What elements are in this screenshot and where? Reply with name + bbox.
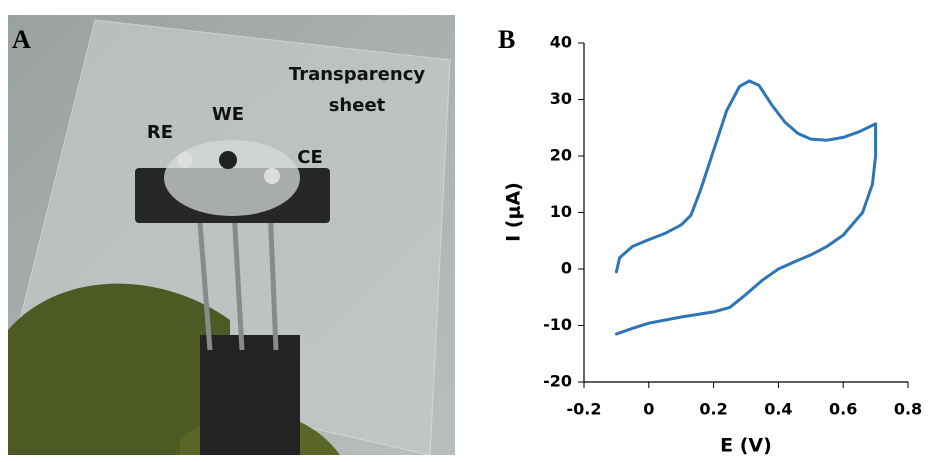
electrode-label: WE — [212, 104, 244, 125]
x-tick-label: 0.8 — [894, 400, 922, 419]
y-tick-label: -10 — [543, 315, 572, 334]
x-tick-label: 0.4 — [764, 400, 792, 419]
electrode-label: RE — [147, 122, 173, 143]
x-tick-label: 0.6 — [829, 400, 857, 419]
y-tick-label: 40 — [550, 33, 572, 52]
y-tick-label: 10 — [550, 202, 572, 221]
y-axis-label: I (μA) — [503, 182, 525, 242]
photo: A RE WE CE Transparency sheet — [8, 15, 455, 455]
x-axis-label: E (V) — [720, 435, 772, 457]
sheet-label: sheet — [329, 95, 386, 116]
figure: A RE WE CE Transparency sheet B E (V) I … — [0, 0, 932, 462]
x-tick-label: 0.2 — [699, 400, 727, 419]
y-tick-label: 30 — [550, 89, 572, 108]
y-tick-label: -20 — [543, 372, 572, 391]
x-tick-label: -0.2 — [567, 400, 602, 419]
x-tick-label: 0 — [643, 400, 654, 419]
y-tick-label: 20 — [550, 146, 572, 165]
cv-curve — [616, 81, 875, 334]
electrode-label: CE — [297, 147, 323, 168]
y-tick-label: 0 — [561, 259, 572, 278]
panel-label: A — [12, 25, 31, 54]
sheet-label: Transparency — [289, 64, 425, 85]
panel-label: B — [498, 25, 515, 54]
